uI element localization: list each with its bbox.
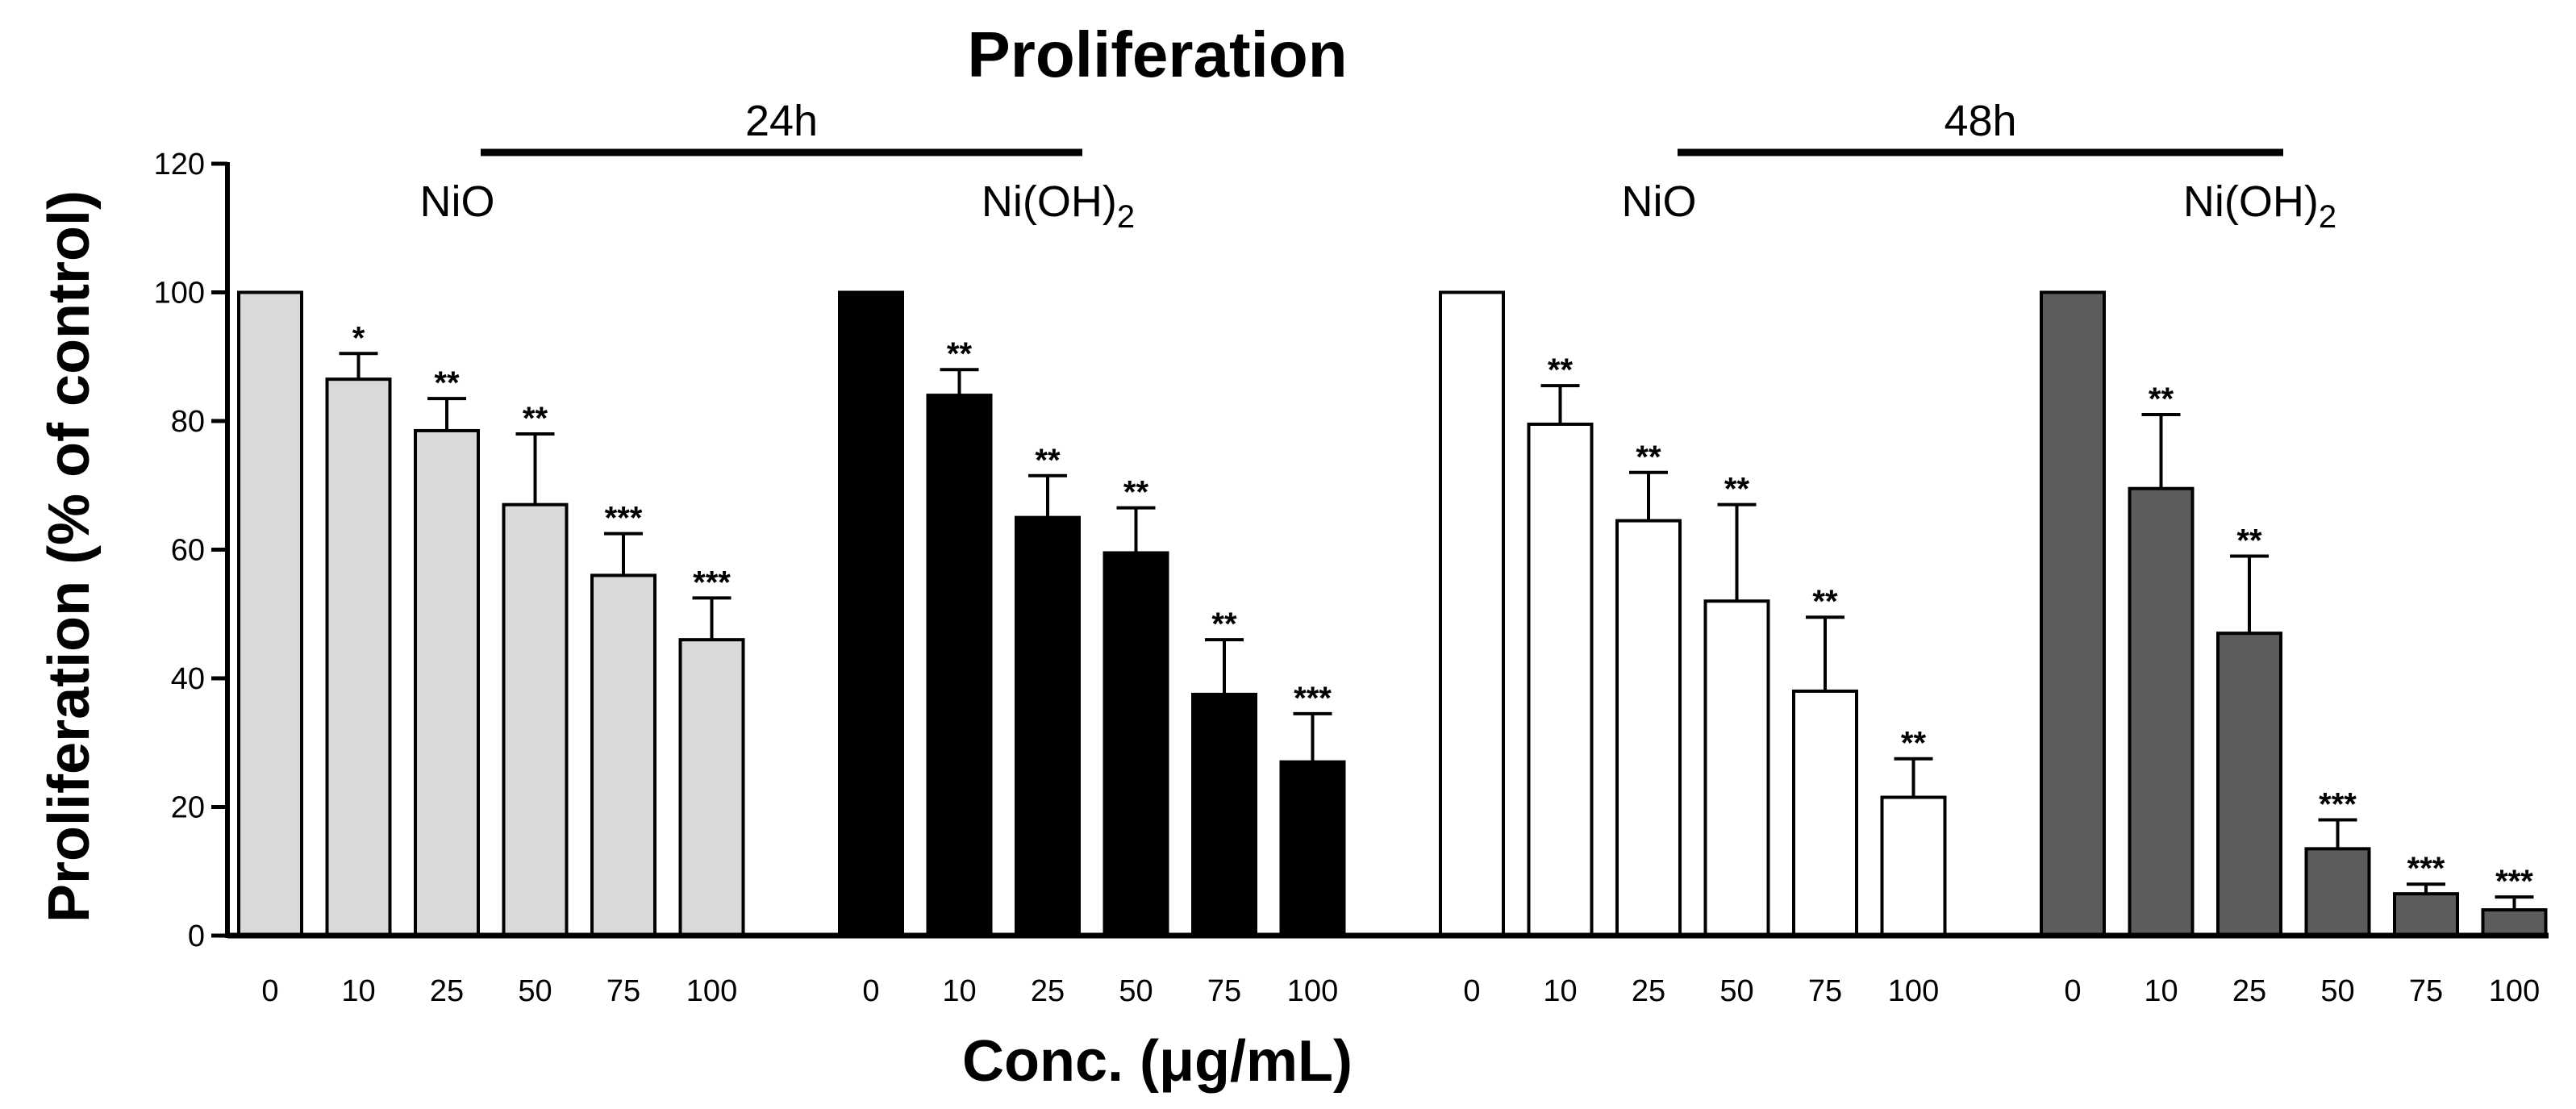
significance-label: *** [605,501,643,536]
bar [838,290,904,937]
y-tick-label: 60 [171,534,205,568]
group-label: NiO [1622,177,1697,226]
x-tick-label: 75 [2409,974,2443,1008]
bar [1527,422,1594,937]
chart-title: Proliferation [967,19,1347,90]
significance-label: ** [2149,381,2174,417]
x-tick-label: 25 [1632,974,1665,1008]
bar [1191,692,1257,937]
significance-label: * [352,320,365,356]
significance-label: ** [434,365,460,401]
significance-label: ** [1812,584,1838,619]
x-tick-label: 10 [2144,974,2178,1008]
significance-label: ** [1123,475,1149,511]
bar [1880,795,1947,937]
significance-label: *** [2495,864,2533,899]
bar [2040,290,2106,937]
x-tick-label: 50 [518,974,552,1008]
timepoint-label: 24h [745,97,818,145]
x-tick-label: 50 [1719,974,1753,1008]
x-tick-label: 50 [1119,974,1153,1008]
x-tick-label: 100 [2489,974,2540,1008]
x-tick-label: 75 [606,974,640,1008]
bar [590,573,657,938]
group-label: NiO [420,177,495,226]
y-tick-label: 100 [154,277,205,311]
x-tick-label: 75 [1207,974,1241,1008]
bar [502,502,569,937]
significance-label: *** [2319,786,2357,822]
x-tick-label: 25 [430,974,464,1008]
bar [1439,290,1505,937]
significance-label: ** [1901,726,1927,761]
x-tick-label: 25 [2232,974,2266,1008]
y-tick-label: 20 [171,791,205,825]
x-tick-label: 100 [686,974,737,1008]
x-tick-label: 0 [2064,974,2081,1008]
bar [926,394,993,938]
bar [1703,599,1770,937]
x-tick-label: 25 [1031,974,1065,1008]
y-tick-label: 40 [171,662,205,696]
bar [678,638,745,938]
x-axis-label: Conc. (μg/mL) [962,1029,1353,1094]
y-tick-label: 120 [154,148,205,181]
x-tick-label: 100 [1888,974,1939,1008]
bar [2304,847,2371,938]
significance-label: ** [523,401,548,436]
bar [325,377,392,938]
group-label: Ni(OH)2 [982,177,1135,235]
bar [1615,519,1682,937]
bar [237,290,303,937]
significance-label: *** [2407,851,2445,886]
bar [2216,632,2282,937]
x-tick-label: 0 [261,974,278,1008]
significance-label: ** [1548,352,1574,388]
y-tick-label: 0 [188,919,205,953]
x-tick-label: 100 [1287,974,1338,1008]
bar [2128,486,2195,937]
bar [2393,892,2459,937]
significance-label: ** [1724,472,1750,507]
bar [1103,551,1169,937]
group-label: Ni(OH)2 [2183,177,2336,235]
bar [1792,689,1858,937]
x-tick-label: 10 [1543,974,1577,1008]
x-tick-label: 0 [862,974,879,1008]
significance-label: *** [1294,681,1332,716]
x-tick-label: 75 [1808,974,1842,1008]
x-tick-label: 10 [942,974,976,1008]
y-axis-label: Proliferation (% of control) [37,190,102,923]
y-tick-label: 80 [171,405,205,439]
x-tick-label: 0 [1463,974,1480,1008]
timepoint-label: 48h [1944,97,2016,145]
bar [1015,515,1081,937]
significance-label: *** [693,565,731,600]
bar [414,428,480,937]
bar [2481,908,2548,937]
significance-label: ** [1636,440,1661,475]
significance-label: ** [2236,523,2262,558]
significance-label: ** [947,336,973,372]
bar [1279,760,1346,937]
x-tick-label: 10 [341,974,375,1008]
plot-area: 0204060801001200*10**25**50***75***100Ni… [154,97,2549,1008]
significance-label: ** [1211,607,1237,642]
significance-label: ** [1035,443,1061,478]
x-tick-label: 50 [2320,974,2354,1008]
